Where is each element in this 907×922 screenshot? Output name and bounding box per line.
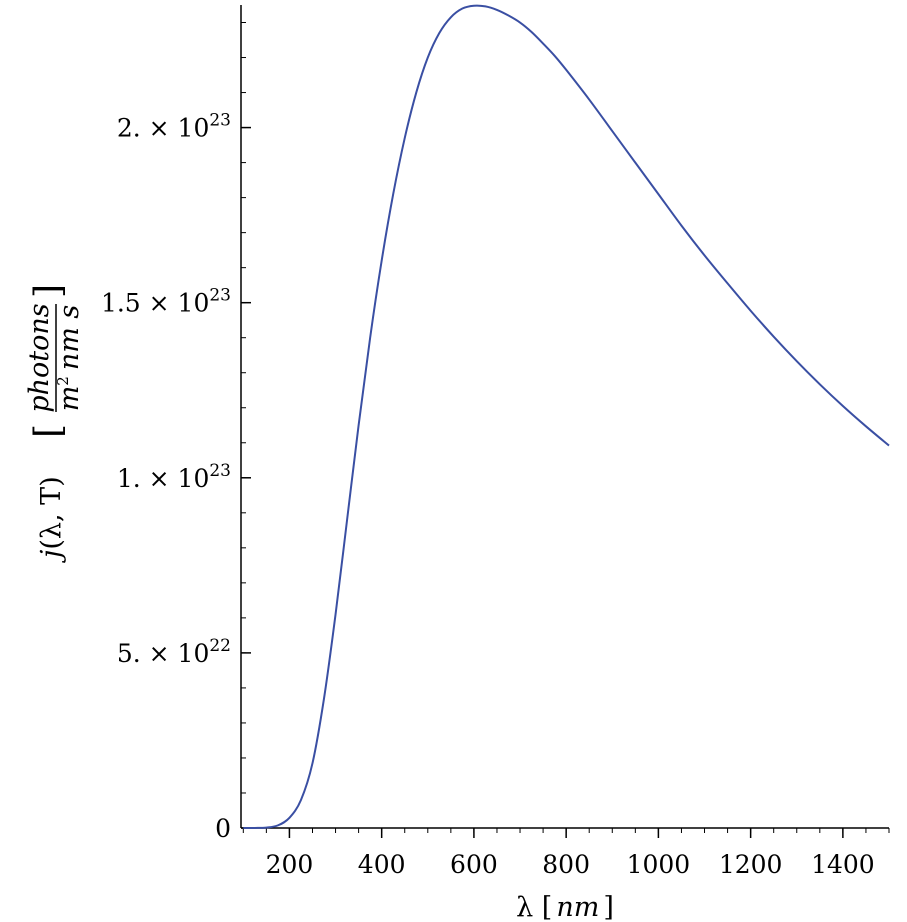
svg-text:m2nm s: m2 nm s bbox=[54, 305, 85, 412]
x-tick-label: 1000 bbox=[627, 850, 691, 879]
series-line bbox=[243, 4, 890, 830]
x-tick-label: 200 bbox=[266, 850, 314, 879]
y-axis-label-denominator-base: m bbox=[54, 386, 85, 412]
y-axis-label-bracket-open: [ bbox=[28, 424, 69, 438]
y-axis-label-denominator-exp: 2 bbox=[54, 376, 72, 386]
y-tick-label: 2. × 1023 bbox=[117, 111, 231, 143]
y-axis-label-numerator: photons bbox=[24, 303, 55, 412]
y-axis-label-func: j bbox=[36, 550, 67, 563]
x-tick-label: 600 bbox=[450, 850, 498, 879]
y-axis-label-denominator-rest: nm s bbox=[54, 305, 85, 370]
y-axis-ticks: 0 5. × 1022 1. × 1023 1.5 × 1023 2. × 1023 bbox=[101, 22, 251, 843]
x-tick-label: 1400 bbox=[811, 850, 875, 879]
y-axis-label: j(λ, T) [ photons m2 nm s ] bbox=[24, 284, 85, 563]
x-tick-label: 400 bbox=[358, 850, 406, 879]
y-tick-label: 1.5 × 1023 bbox=[101, 286, 231, 318]
y-tick-label: 5. × 1022 bbox=[117, 636, 231, 668]
y-tick-label: 1. × 1023 bbox=[117, 461, 231, 493]
y-tick-label: 0 bbox=[215, 814, 231, 843]
svg-text:j(λ, T): j(λ, T) bbox=[36, 476, 67, 563]
x-axis-label-prefix: λ [ bbox=[516, 892, 552, 922]
x-axis-label-suffix: ] bbox=[603, 892, 614, 922]
x-axis-ticks: 200 400 600 800 1000 1200 1400 bbox=[242, 828, 890, 879]
x-axis-label: λ [nm] bbox=[516, 892, 614, 922]
y-axis-label-args: (λ, T) bbox=[36, 476, 67, 549]
y-axis-label-bracket-close: ] bbox=[28, 284, 69, 298]
x-axis-label-unit: nm bbox=[556, 892, 599, 922]
x-tick-label: 1200 bbox=[719, 850, 783, 879]
x-tick-label: 800 bbox=[542, 850, 590, 879]
